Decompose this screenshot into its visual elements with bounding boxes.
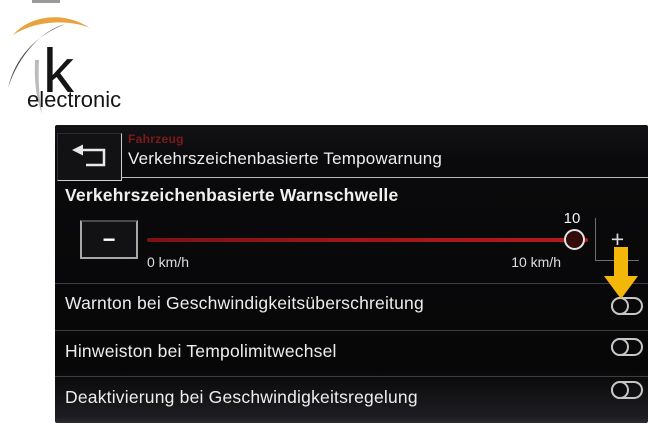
toggle-warnton[interactable] xyxy=(611,297,643,315)
slider-knob[interactable] xyxy=(564,229,585,250)
return-arrow-icon xyxy=(71,144,105,167)
logo-light-swoosh xyxy=(34,60,42,114)
logo-orange-arc xyxy=(13,17,90,35)
photo-artifact xyxy=(32,0,60,3)
toggle-knob xyxy=(611,381,629,399)
back-button[interactable] xyxy=(57,133,122,181)
k-electronic-logo: k electronic xyxy=(8,17,121,114)
mmi-panel: Fahrzeug Verkehrszeichenbasierte Tempowa… xyxy=(55,125,648,423)
divider xyxy=(55,330,648,331)
breadcrumb: Fahrzeug xyxy=(128,132,184,146)
divider xyxy=(55,283,648,284)
slider-track[interactable] xyxy=(147,238,588,242)
slider-min-label: 0 km/h xyxy=(147,254,190,270)
header-underline xyxy=(122,177,648,178)
toggle-row-label-deaktivierung: Deaktivierung bei Geschwindigkeitsregelu… xyxy=(65,387,418,407)
decrease-button[interactable]: − xyxy=(80,220,138,259)
increase-button[interactable]: + xyxy=(595,218,639,261)
toggle-knob xyxy=(611,338,629,356)
slider-max-label: 10 km/h xyxy=(511,254,561,270)
slider-value: 10 xyxy=(563,210,581,227)
page-title: Verkehrszeichenbasierte Tempowarnung xyxy=(128,149,443,168)
toggle-deaktivierung[interactable] xyxy=(611,381,643,399)
slider-heading: Verkehrszeichenbasierte Warnschwelle xyxy=(65,185,399,205)
toggle-hinweiston[interactable] xyxy=(611,338,643,356)
logo-k-text: k xyxy=(43,37,75,106)
divider xyxy=(55,376,648,377)
toggle-row-label-warnton: Warnton bei Geschwindigkeitsüberschreitu… xyxy=(65,293,424,313)
toggle-row-label-hinweiston: Hinweiston bei Tempolimitwechsel xyxy=(65,341,337,361)
toggle-knob xyxy=(611,297,629,315)
logo-sub-text: electronic xyxy=(27,87,121,112)
